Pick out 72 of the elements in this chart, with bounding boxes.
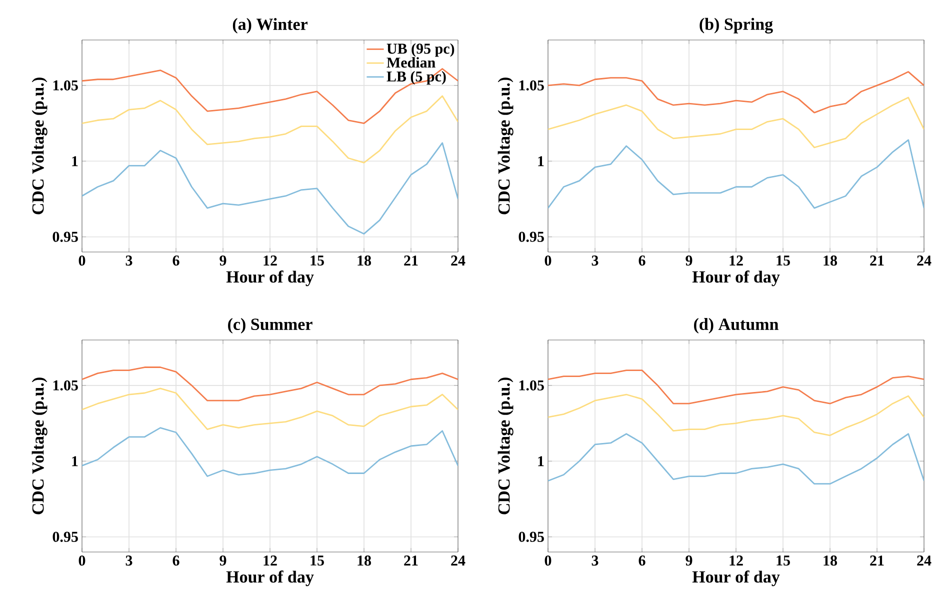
x-tick-label: 15 bbox=[310, 556, 324, 566]
line-series bbox=[82, 388, 458, 430]
line-series bbox=[548, 433, 924, 485]
x-axis-title: Hour of day bbox=[692, 270, 780, 286]
y-tick-label: 0.95 bbox=[518, 532, 544, 542]
x-tick-label: 24 bbox=[451, 556, 466, 566]
x-tick-label: 12 bbox=[730, 556, 743, 566]
line-series bbox=[548, 71, 924, 114]
line-series bbox=[82, 427, 458, 477]
x-tick-label: 6 bbox=[638, 256, 646, 266]
x-tick-label: 12 bbox=[264, 556, 277, 566]
x-tick-label: 24 bbox=[917, 256, 932, 266]
x-tick-label: 24 bbox=[917, 556, 932, 566]
x-tick-label: 9 bbox=[220, 256, 226, 266]
x-tick-label: 3 bbox=[126, 556, 132, 566]
y-tick-label: 1 bbox=[72, 456, 78, 466]
x-tick-label: 9 bbox=[220, 556, 226, 566]
x-tick-label: 3 bbox=[592, 256, 598, 266]
y-axis-title: CDC Voltage (p.u.) bbox=[498, 378, 514, 514]
line-series bbox=[82, 68, 458, 124]
y-tick-label: 1 bbox=[72, 156, 78, 166]
x-tick-label: 15 bbox=[776, 256, 790, 266]
x-tick-label: 15 bbox=[310, 256, 324, 266]
x-tick-label: 3 bbox=[592, 556, 598, 566]
y-tick-label: 0.95 bbox=[52, 232, 78, 242]
legend-label: Median bbox=[386, 57, 436, 68]
y-tick-label: 1.05 bbox=[519, 380, 544, 391]
x-tick-label: 6 bbox=[172, 556, 180, 566]
x-tick-label: 6 bbox=[638, 556, 646, 566]
x-tick-label: 18 bbox=[358, 556, 371, 566]
x-tick-label: 21 bbox=[870, 256, 884, 266]
x-tick-label: 21 bbox=[404, 556, 418, 566]
x-tick-label: 12 bbox=[730, 256, 743, 266]
y-tick-label: 1.05 bbox=[519, 80, 544, 91]
y-axis-title: CDC Voltage (p.u.) bbox=[32, 378, 48, 514]
y-axis-title: CDC Voltage (p.u.) bbox=[32, 78, 48, 214]
x-axis-title: Hour of day bbox=[692, 570, 780, 586]
y-axis-title: CDC Voltage (p.u.) bbox=[498, 78, 514, 214]
x-tick-label: 15 bbox=[776, 556, 790, 566]
y-tick-label: 1.05 bbox=[53, 80, 78, 91]
x-tick-label: 12 bbox=[264, 256, 277, 266]
x-axis-title: Hour of day bbox=[226, 570, 314, 586]
x-tick-label: 6 bbox=[172, 256, 180, 266]
line-series bbox=[548, 394, 924, 436]
x-tick-label: 21 bbox=[404, 256, 418, 266]
x-axis-title: Hour of day bbox=[226, 270, 314, 286]
x-tick-label: 9 bbox=[686, 256, 692, 266]
x-tick-label: 0 bbox=[544, 256, 552, 266]
x-tick-label: 0 bbox=[544, 556, 552, 566]
legend-label: UB (95 pc) bbox=[386, 43, 454, 57]
y-tick-label: 0.95 bbox=[518, 232, 544, 242]
x-tick-label: 0 bbox=[78, 556, 86, 566]
line-series bbox=[82, 95, 458, 164]
x-tick-label: 0 bbox=[78, 256, 86, 266]
y-tick-label: 1 bbox=[538, 156, 544, 166]
x-tick-label: 9 bbox=[686, 556, 692, 566]
x-tick-label: 3 bbox=[126, 256, 132, 266]
y-tick-label: 1 bbox=[538, 456, 544, 466]
chart-title: (d) Autumn bbox=[694, 318, 778, 334]
x-tick-label: 21 bbox=[870, 556, 884, 566]
x-tick-label: 18 bbox=[824, 256, 838, 266]
chart-title: (b) Spring bbox=[700, 18, 773, 34]
line-series bbox=[548, 96, 924, 148]
chart-title: (c) Summer bbox=[228, 318, 312, 334]
y-tick-label: 0.95 bbox=[52, 532, 78, 542]
chart-title: (a) Winter bbox=[232, 18, 308, 34]
line-series bbox=[548, 370, 924, 404]
x-tick-label: 18 bbox=[824, 556, 838, 566]
y-tick-label: 1.05 bbox=[53, 380, 78, 391]
x-tick-label: 18 bbox=[358, 256, 371, 266]
line-series bbox=[82, 142, 458, 235]
x-tick-label: 24 bbox=[451, 256, 466, 266]
